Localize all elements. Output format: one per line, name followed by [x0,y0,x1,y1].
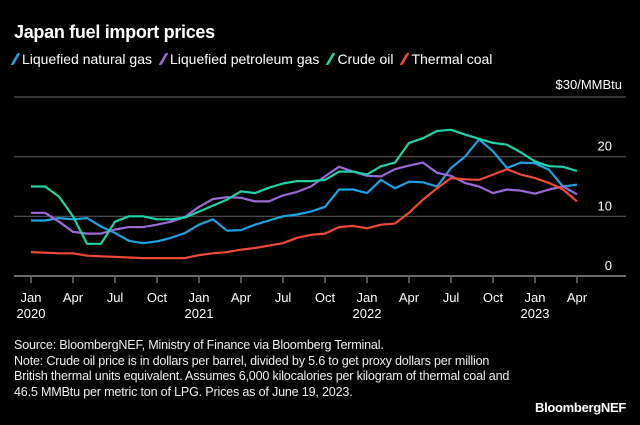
x-tick-year-label: 2022 [353,306,382,321]
x-tick-year-label: 2023 [521,306,550,321]
legend-label: Crude oil [337,51,394,67]
legend-item-coal: Thermal coal [400,51,493,67]
x-tick-year-label: 2020 [17,306,46,321]
legend-item-lng: Liquefied natural gas [10,51,152,67]
brand-logo: BloombergNEF [534,400,626,415]
x-tick-label: Apr [567,290,588,305]
x-tick-label: Jan [525,290,546,305]
x-tick-year-label: 2021 [185,306,214,321]
series-line-lng [31,138,578,245]
legend-label: Thermal coal [411,51,493,67]
chart-title: Japan fuel import prices [14,22,215,42]
x-tick-label: Jul [107,290,124,305]
legend-item-crude: Crude oil [325,51,394,67]
x-tick-label: Apr [399,290,420,305]
series-line-thermal-coal [30,168,578,260]
x-tick-label: Oct [483,290,504,305]
series-line-crude-oil [31,128,578,245]
note-text: Note: Crude oil price is in dollars per … [14,353,510,399]
legend: Liquefied natural gas Liquefied petroleu… [10,51,493,67]
x-tick-label: Apr [63,290,84,305]
legend-item-lpg: Liquefied petroleum gas [158,51,320,67]
x-tick-label: Jul [275,290,292,305]
legend-label: Liquefied petroleum gas [170,51,320,67]
y-axis-unit-label: $30/MMBtu [555,77,622,92]
source-text: Source: BloombergNEF, Ministry of Financ… [14,338,384,352]
y-tick-label: 10 [598,198,612,213]
legend-label: Liquefied natural gas [22,51,152,67]
x-tick-label: Jul [443,290,460,305]
x-tick-label: Jan [189,290,210,305]
x-tick-label: Oct [315,290,336,305]
x-tick-label: Jan [357,290,378,305]
x-tick-label: Apr [231,290,252,305]
footer-notes: Source: BloombergNEF, Ministry of Financ… [14,338,514,400]
x-tick-label: Oct [147,290,168,305]
x-tick-label: Jan [21,290,42,305]
y-tick-label: 20 [598,139,612,154]
series-line-lpg [31,161,578,235]
y-tick-label: 0 [605,258,612,273]
